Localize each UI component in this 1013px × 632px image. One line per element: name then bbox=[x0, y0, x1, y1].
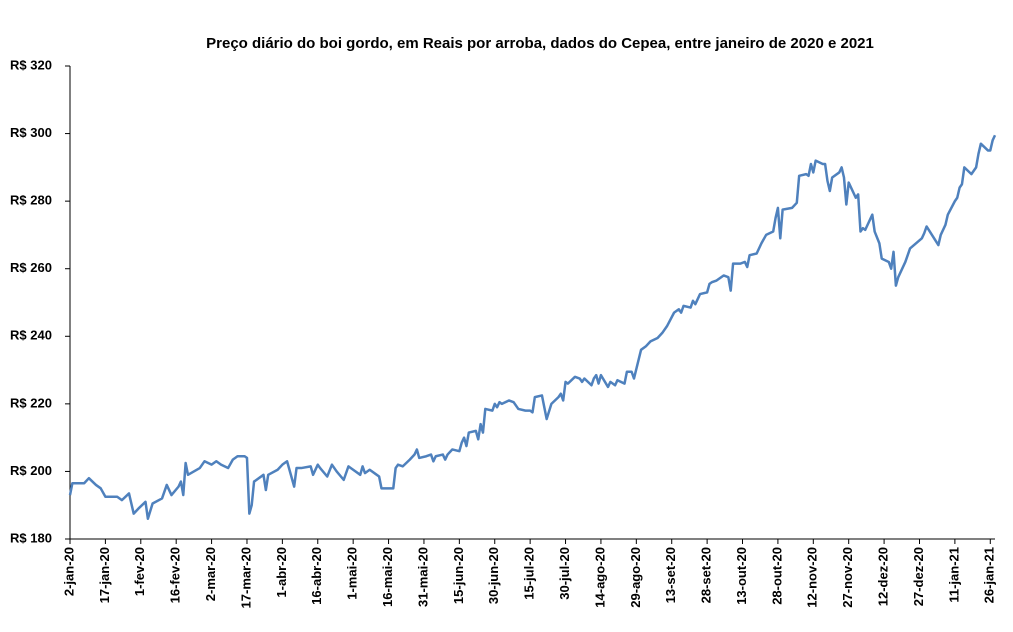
x-tick-label: 1-mai-20 bbox=[345, 547, 360, 600]
y-tick-label: R$ 280 bbox=[10, 193, 52, 208]
x-tick-label: 16-fev-20 bbox=[168, 547, 183, 603]
x-tick-label: 1-abr-20 bbox=[274, 547, 289, 598]
x-tick-label: 14-ago-20 bbox=[592, 547, 607, 608]
x-tick-label: 17-mar-20 bbox=[238, 547, 253, 608]
x-tick-label: 31-mai-20 bbox=[415, 547, 430, 607]
x-tick-label: 17-jan-20 bbox=[97, 547, 112, 603]
y-tick-label: R$ 300 bbox=[10, 125, 52, 140]
x-tick-label: 11-jan-21 bbox=[946, 547, 961, 603]
x-tick-label: 15-jun-20 bbox=[451, 547, 466, 604]
y-tick-label: R$ 180 bbox=[10, 530, 52, 545]
x-tick-label: 13-set-20 bbox=[663, 547, 678, 603]
x-tick-label: 30-jun-20 bbox=[486, 547, 501, 604]
x-tick-label: 28-set-20 bbox=[699, 547, 714, 603]
x-tick-label: 15-jul-20 bbox=[522, 547, 537, 600]
x-tick-label: 16-abr-20 bbox=[309, 547, 324, 605]
x-tick-label: 12-dez-20 bbox=[876, 547, 891, 606]
x-tick-label: 27-nov-20 bbox=[840, 547, 855, 608]
line-series bbox=[68, 134, 997, 520]
x-tick-label: 28-out-20 bbox=[769, 547, 784, 605]
y-tick-label: R$ 200 bbox=[10, 463, 52, 478]
x-tick-label: 13-out-20 bbox=[734, 547, 749, 605]
y-tick-label: R$ 220 bbox=[10, 395, 52, 410]
x-tick-label: 2-jan-20 bbox=[61, 547, 76, 596]
x-tick-label: 29-ago-20 bbox=[628, 547, 643, 608]
x-tick-label: 2-mar-20 bbox=[203, 547, 218, 601]
x-tick-label: 16-mai-20 bbox=[380, 547, 395, 607]
chart-title: Preço diário do boi gordo, em Reais por … bbox=[206, 35, 874, 52]
x-tick-label: 1-fev-20 bbox=[132, 547, 147, 596]
y-tick-label: R$ 320 bbox=[10, 57, 52, 72]
x-tick-label: 27-dez-20 bbox=[911, 547, 926, 606]
x-tick-label: 26-jan-21 bbox=[982, 547, 997, 603]
x-tick-label: 30-jul-20 bbox=[557, 547, 572, 600]
y-tick-label: R$ 260 bbox=[10, 260, 52, 275]
y-tick-label: R$ 240 bbox=[10, 328, 52, 343]
x-tick-label: 12-nov-20 bbox=[805, 547, 820, 608]
